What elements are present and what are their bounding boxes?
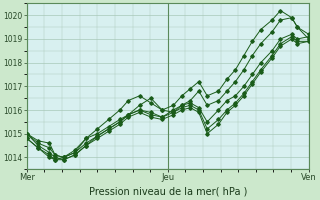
X-axis label: Pression niveau de la mer( hPa ): Pression niveau de la mer( hPa ) [89,187,247,197]
